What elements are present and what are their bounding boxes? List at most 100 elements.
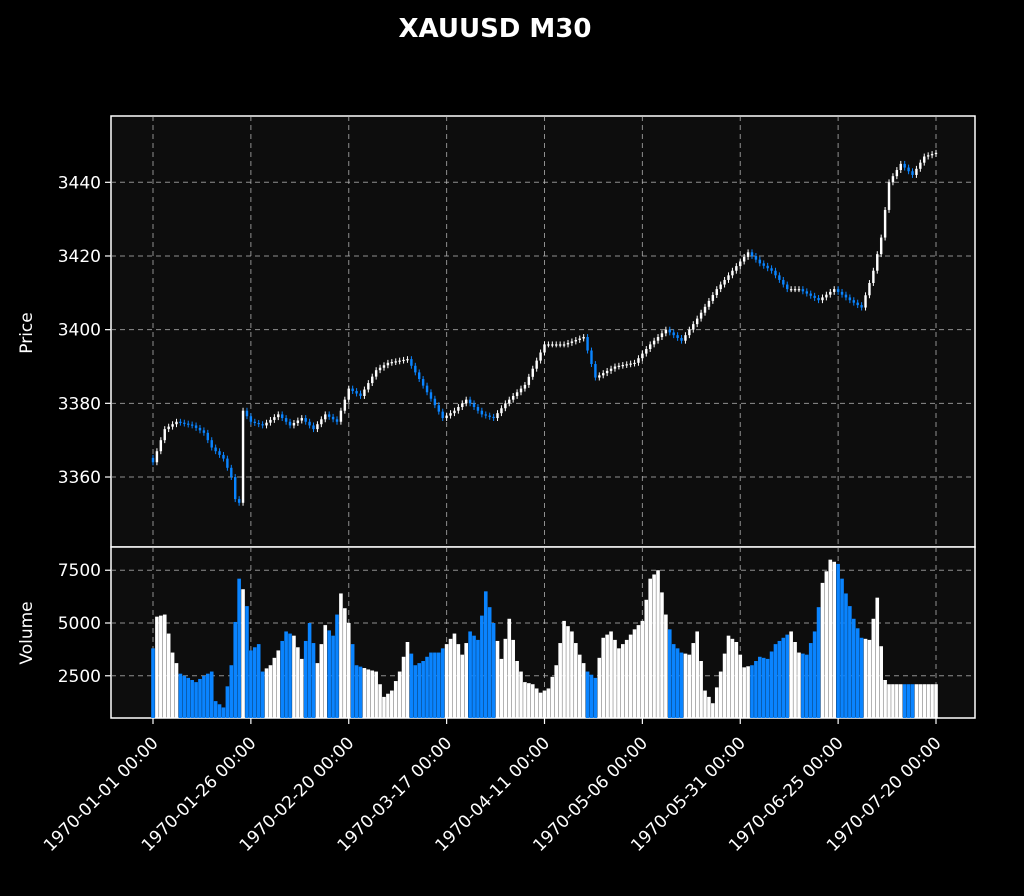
candle-body — [214, 447, 217, 452]
candle-body — [887, 182, 891, 210]
volume-bar — [413, 665, 418, 718]
volume-bar — [562, 620, 566, 718]
volume-bar — [640, 620, 645, 718]
volume-bar — [542, 690, 547, 718]
volume-bar — [812, 631, 817, 718]
candle-body — [414, 365, 417, 373]
volume-bar — [335, 614, 339, 718]
candle-body — [273, 417, 276, 420]
candle-body — [402, 359, 405, 362]
volume-bar — [358, 666, 363, 718]
volume-tick-label: 2500 — [58, 667, 101, 687]
candle-body — [179, 421, 182, 423]
candle-body — [786, 284, 789, 290]
volume-bar — [910, 684, 915, 718]
volume-bar — [687, 654, 692, 718]
volume-bar — [511, 639, 515, 718]
candle-body — [817, 297, 820, 301]
candle-body — [727, 275, 730, 280]
candle-body — [558, 344, 562, 346]
candle-body — [868, 282, 871, 296]
volume-bar — [225, 686, 230, 718]
candle-body — [441, 411, 444, 419]
candle-body — [500, 408, 503, 414]
candle-body — [171, 424, 174, 427]
candle-body — [574, 339, 578, 342]
candle-body — [789, 289, 793, 291]
candle-body — [719, 284, 722, 290]
volume-bar — [476, 639, 480, 718]
volume-bar — [370, 670, 375, 718]
volume-bar — [660, 592, 664, 718]
price-axis-label: Price — [17, 312, 37, 353]
volume-bar — [867, 639, 872, 718]
candle-body — [308, 421, 311, 426]
volume-bar — [386, 693, 390, 718]
volume-bar — [374, 671, 378, 718]
volume-bar — [816, 607, 821, 718]
candle-body — [891, 176, 895, 183]
volume-bar — [695, 631, 699, 718]
volume-bar — [296, 647, 300, 718]
candle-body — [261, 424, 264, 426]
volume-bar — [777, 640, 782, 718]
volume-bar — [675, 648, 680, 718]
candle-body — [457, 407, 460, 411]
candle-body — [480, 410, 484, 415]
volume-bar — [343, 608, 347, 718]
volume-bar — [648, 578, 653, 718]
candle-body — [367, 383, 370, 390]
candle-body — [605, 370, 609, 374]
candle-body — [594, 364, 597, 378]
candle-body — [934, 152, 938, 155]
price-panel — [110, 115, 976, 548]
volume-bar — [464, 643, 469, 718]
volume-bar — [417, 663, 422, 718]
volume-bar — [761, 657, 766, 718]
volume-bar — [350, 644, 355, 718]
volume-bar — [703, 690, 707, 718]
volume-bar — [174, 663, 179, 718]
candle-body — [562, 344, 566, 346]
volume-bar — [538, 692, 543, 718]
candle-body — [923, 156, 926, 163]
candle-body — [163, 429, 166, 441]
candle-body — [609, 368, 613, 371]
candle-body — [926, 155, 930, 157]
volume-bar — [805, 654, 809, 718]
volume-bar — [570, 631, 574, 718]
volume-bar — [198, 678, 202, 718]
candle-body — [860, 305, 863, 308]
volume-bar — [699, 661, 703, 718]
volume-bar — [840, 578, 844, 718]
candle-body — [895, 170, 899, 177]
candle-body — [492, 416, 495, 419]
volume-bars — [151, 559, 938, 718]
volume-bar — [918, 684, 923, 718]
volume-bar — [836, 563, 840, 718]
volume-bar — [249, 650, 253, 718]
candle-body — [566, 342, 570, 345]
candle-body — [637, 358, 640, 363]
candle-body — [418, 372, 421, 380]
volume-bar — [691, 643, 696, 718]
volume-bar — [617, 648, 621, 718]
candle-body — [433, 398, 437, 406]
volume-tick-label: 7500 — [58, 561, 101, 581]
volume-bar — [711, 703, 715, 718]
candle-body — [684, 335, 687, 341]
volume-axis-label: Volume — [17, 601, 37, 664]
volume-bar — [151, 648, 155, 718]
candle-body — [198, 427, 202, 431]
candle-body — [731, 270, 734, 276]
candle-body — [410, 359, 413, 366]
volume-bar — [797, 652, 801, 718]
volume-bar — [495, 640, 500, 718]
price-tick-label: 3420 — [58, 247, 101, 267]
volume-bar — [581, 663, 586, 718]
candle-body — [715, 289, 718, 296]
volume-bar — [217, 704, 222, 718]
volume-bar — [452, 633, 457, 718]
candle-body — [437, 405, 441, 412]
volume-bar — [468, 631, 472, 718]
